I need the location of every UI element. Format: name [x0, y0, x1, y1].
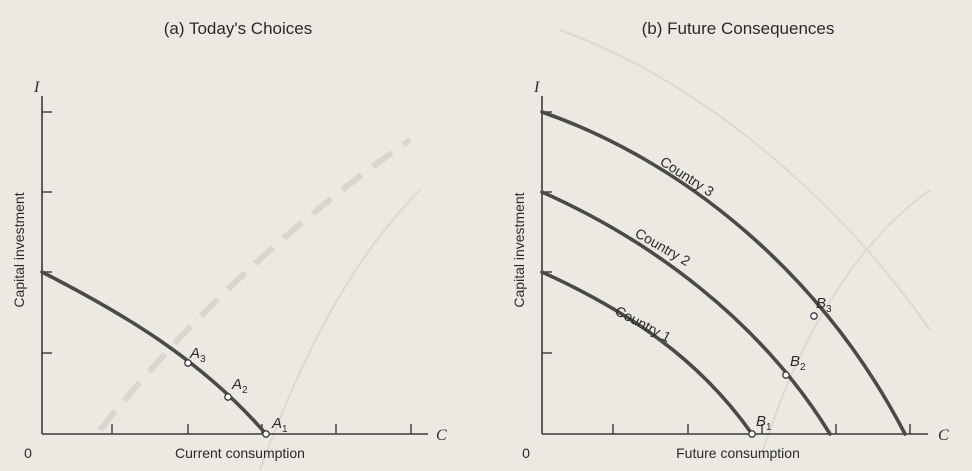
curve-country-1: [540, 270, 754, 436]
curve-country-1-label: Country 1: [613, 303, 674, 346]
panel-b-title: (b) Future Consequences: [642, 19, 835, 38]
panel-a-title: (a) Today's Choices: [164, 19, 312, 38]
panel-a-y-var: I: [33, 79, 40, 96]
point-b1: [748, 430, 756, 438]
point-a2: [224, 393, 232, 401]
ghost-curve-c: [759, 189, 931, 461]
panel-b-y-var: I: [533, 79, 540, 96]
point-b3: [810, 312, 818, 320]
point-b2: [782, 371, 790, 379]
panel-a-origin: 0: [24, 445, 32, 461]
panel-b-x-var: C: [938, 427, 949, 444]
point-b3-label: B3: [816, 295, 832, 315]
panel-a-y-label: Capital investment: [11, 192, 27, 307]
panel-b-y-label: Capital investment: [511, 192, 527, 307]
ghost-dashed-curve: [97, 137, 412, 432]
point-a1: [262, 430, 270, 438]
panel-b-x-label: Future consumption: [676, 445, 800, 461]
curve-country-3-label: Country 3: [657, 153, 717, 200]
panel-a-y-ticks: [42, 111, 52, 354]
panel-a-x-label: Current consumption: [175, 445, 305, 461]
panel-b-x-ticks: [612, 424, 911, 434]
point-a3: [184, 359, 192, 367]
panel-a-ppf-curve: [40, 270, 268, 436]
panel-b: (b) Future Consequences Country 1 Countr…: [511, 19, 949, 461]
panel-b-y-ticks: [542, 111, 552, 354]
ghost-curve-a: [259, 189, 421, 471]
panel-b-origin: 0: [522, 445, 530, 461]
point-a2-label: A2: [231, 376, 248, 396]
ghost-curve-b: [559, 29, 931, 331]
panel-a-x-var: C: [436, 427, 447, 444]
curve-country-3: [540, 110, 907, 436]
point-b1-label: B1: [756, 413, 772, 433]
point-a1-label: A1: [271, 415, 288, 435]
panel-a: (a) Today's Choices A3 A2 A1 I: [11, 19, 447, 461]
point-b2-label: B2: [790, 353, 806, 373]
curve-country-2: [540, 190, 832, 436]
point-a3-label: A3: [189, 345, 206, 365]
background-artifacts: [97, 29, 931, 471]
